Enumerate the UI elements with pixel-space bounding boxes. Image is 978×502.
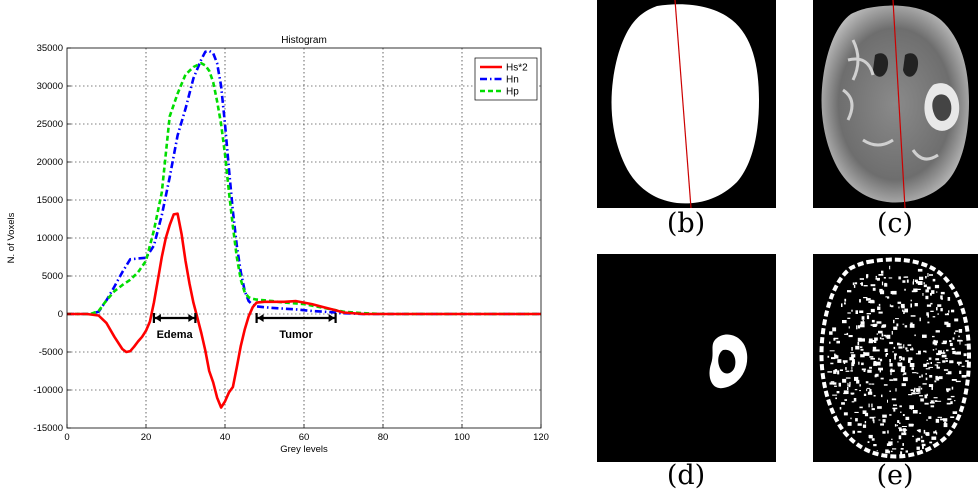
panel-d-tumor-mask-image xyxy=(597,254,776,462)
panel-c-mri-slice-image xyxy=(813,0,978,208)
series-line-hn xyxy=(67,49,541,316)
series-line-hs2 xyxy=(67,212,541,409)
panel-e-threshold-map-image xyxy=(813,254,978,462)
caption-b: (b) xyxy=(666,208,706,239)
legend-label: Hp xyxy=(506,87,519,98)
series-lines xyxy=(67,49,541,409)
grid-lines xyxy=(67,48,541,428)
y-tick-label: 20000 xyxy=(37,157,63,168)
y-tick-label: 35000 xyxy=(37,43,63,54)
y-tick-label: -15000 xyxy=(33,423,63,434)
legend-label: Hn xyxy=(506,75,519,86)
annotation-arrowhead xyxy=(257,314,264,322)
y-tick-label: -10000 xyxy=(33,385,63,396)
histogram-chart: Edema Tumor 0 20 40 60 80 100 120 -15000 -10000 -5… xyxy=(6,35,549,455)
panel-b-brain-mask-image xyxy=(597,0,776,208)
annotation-arrowhead xyxy=(188,314,195,322)
annotation-label-edema: Edema xyxy=(157,329,194,341)
y-tick-label: 30000 xyxy=(37,81,63,92)
y-tick-label: 5000 xyxy=(42,271,63,282)
x-tick-label: 0 xyxy=(64,432,69,443)
caption-d: (d) xyxy=(666,460,706,491)
annotations: Edema Tumor xyxy=(152,313,337,341)
legend-label: Hs*2 xyxy=(506,63,528,74)
y-tick-label: 15000 xyxy=(37,195,63,206)
x-axis-label: Grey levels xyxy=(280,444,328,455)
x-tick-label: 100 xyxy=(454,432,470,443)
x-tick-label: 20 xyxy=(141,432,152,443)
caption-c: (c) xyxy=(876,208,914,239)
x-tick-label: 80 xyxy=(378,432,389,443)
annotation-label-tumor: Tumor xyxy=(279,329,313,341)
x-tick-label: 120 xyxy=(533,432,549,443)
x-tick-label: 40 xyxy=(220,432,231,443)
caption-e: (e) xyxy=(876,460,914,491)
y-tick-label: 0 xyxy=(58,309,63,320)
y-tick-label: -5000 xyxy=(39,347,63,358)
annotation-arrowhead xyxy=(154,314,161,322)
annotation-arrowhead xyxy=(328,314,335,322)
y-tick-label: 10000 xyxy=(37,233,63,244)
y-axis-label: N. of Voxels xyxy=(6,212,17,263)
axis-ticks: 0 20 40 60 80 100 120 -15000 -10000 -5000 0 5000 100… xyxy=(33,43,549,443)
chart-title: Histogram xyxy=(281,35,327,46)
x-tick-label: 60 xyxy=(299,432,310,443)
y-tick-label: 25000 xyxy=(37,119,63,130)
series-line-hp xyxy=(67,61,541,316)
